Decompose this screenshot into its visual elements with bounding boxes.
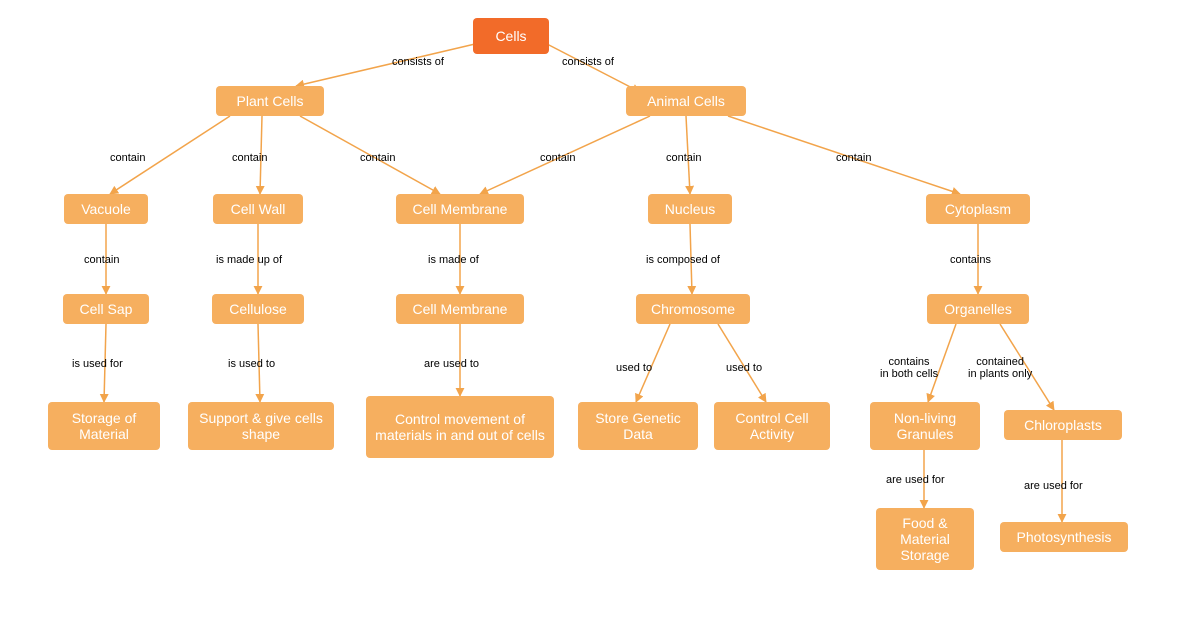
edge-label-chloroplasts-photo: are used for [1024, 480, 1083, 492]
edge-label-animal-membrane1: contain [540, 152, 575, 164]
edge-label-chromosome-storeg: used to [616, 362, 652, 374]
edge-label-organelles-chloroplasts: contained in plants only [968, 356, 1032, 380]
node-cellwall: Cell Wall [213, 194, 303, 224]
edge-label-cellsap-storage: is used for [72, 358, 123, 370]
edge-label-plant-vacuole: contain [110, 152, 145, 164]
edge-label-cellwall-cellulose: is made up of [216, 254, 282, 266]
node-vacuole: Vacuole [64, 194, 148, 224]
edge-label-animal-cytoplasm: contain [836, 152, 871, 164]
node-chromosome: Chromosome [636, 294, 750, 324]
edge-label-vacuole-cellsap: contain [84, 254, 119, 266]
edge-label-plant-membrane1: contain [360, 152, 395, 164]
node-support: Support & give cells shape [188, 402, 334, 450]
edge-label-granules-food: are used for [886, 474, 945, 486]
node-organelles: Organelles [927, 294, 1029, 324]
edge-label-cellulose-support: is used to [228, 358, 275, 370]
node-nucleus: Nucleus [648, 194, 732, 224]
edge-label-plant-cellwall: contain [232, 152, 267, 164]
edge-label-cells-animal: consists of [562, 56, 614, 68]
node-chloroplasts: Chloroplasts [1004, 410, 1122, 440]
node-animal: Animal Cells [626, 86, 746, 116]
node-controlcell: Control Cell Activity [714, 402, 830, 450]
edge-label-chromosome-controlcell: used to [726, 362, 762, 374]
node-cellulose: Cellulose [212, 294, 304, 324]
node-photo: Photosynthesis [1000, 522, 1128, 552]
node-control: Control movement of materials in and out… [366, 396, 554, 458]
node-granules: Non-living Granules [870, 402, 980, 450]
edge-label-nucleus-chromosome: is composed of [646, 254, 720, 266]
node-cellsap: Cell Sap [63, 294, 149, 324]
edge-label-animal-nucleus: contain [666, 152, 701, 164]
node-cells: Cells [473, 18, 549, 54]
node-plant: Plant Cells [216, 86, 324, 116]
edge-label-membrane1-membrane2: is made of [428, 254, 479, 266]
edge-cells-plant [296, 44, 475, 86]
node-membrane2: Cell Membrane [396, 294, 524, 324]
edge-label-organelles-granules: contains in both cells [880, 356, 938, 380]
node-membrane1: Cell Membrane [396, 194, 524, 224]
node-storeg: Store Genetic Data [578, 402, 698, 450]
node-food: Food & Material Storage [876, 508, 974, 570]
node-storage: Storage of Material [48, 402, 160, 450]
edge-label-cells-plant: consists of [392, 56, 444, 68]
edge-cells-animal [547, 44, 640, 92]
edge-label-membrane2-control: are used to [424, 358, 479, 370]
node-cytoplasm: Cytoplasm [926, 194, 1030, 224]
edge-label-cytoplasm-organelles: contains [950, 254, 991, 266]
